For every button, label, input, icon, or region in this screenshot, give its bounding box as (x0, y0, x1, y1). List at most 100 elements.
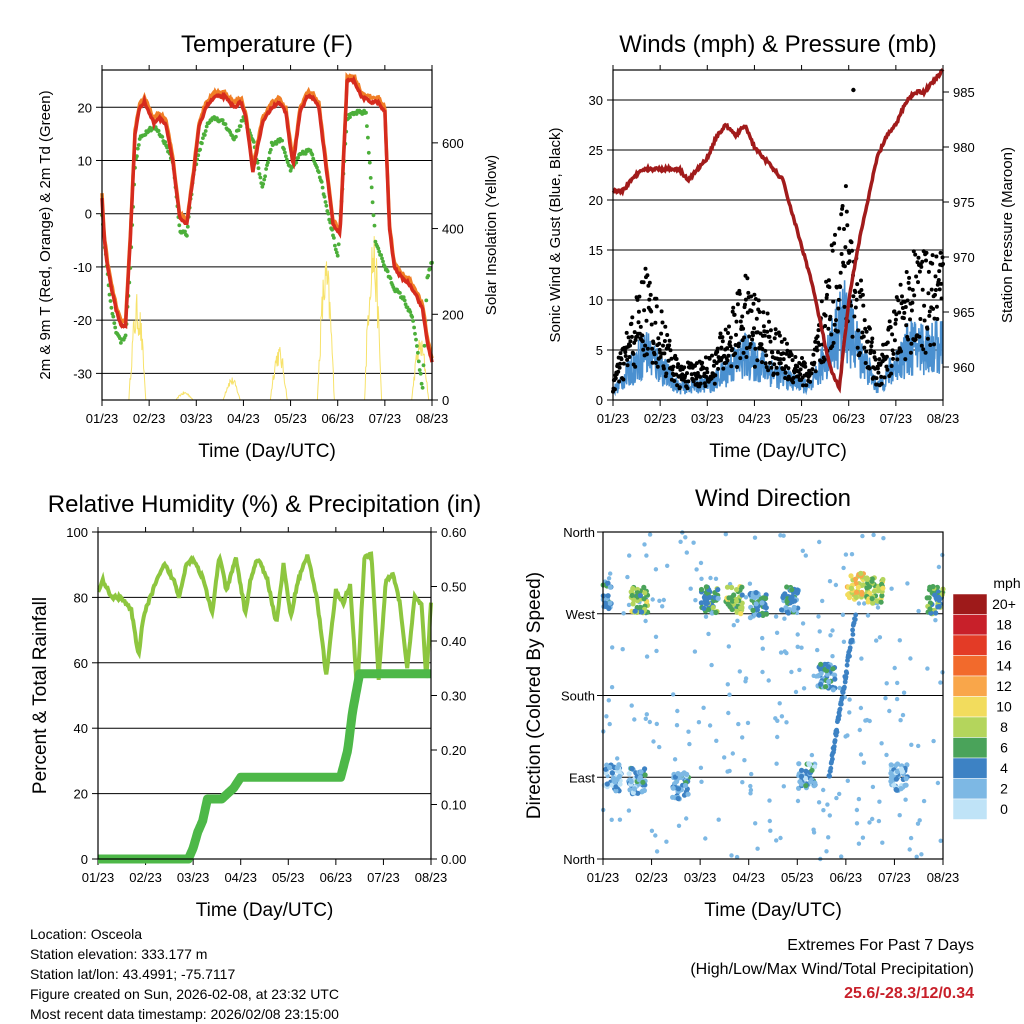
direction-point (848, 573, 854, 579)
direction-point (696, 720, 702, 725)
gust-point (738, 319, 743, 324)
direction-point (664, 839, 669, 844)
gust-point (903, 305, 908, 309)
gust-point (907, 275, 912, 280)
dewpoint-point (119, 341, 123, 345)
dewpoint-point (160, 135, 165, 139)
sonic-wind-series (612, 280, 944, 397)
direction-point (641, 787, 648, 794)
x-tick-label-4: 03/23 (684, 870, 717, 885)
direction-point (857, 727, 862, 733)
direction-point (762, 604, 768, 610)
gust-point (613, 376, 618, 381)
gust-point (727, 324, 731, 329)
gust-point (923, 350, 928, 355)
y-tick-label-3: 80 (74, 590, 88, 605)
gust-point (867, 366, 872, 371)
gust-point (845, 223, 850, 228)
dewpoint-point (236, 128, 241, 133)
gust-point (765, 311, 770, 316)
gust-point (711, 363, 716, 368)
direction-point (607, 600, 613, 606)
x-tick-label-2: 02/23 (644, 411, 677, 426)
dewpoint-point (369, 185, 374, 190)
direction-point (847, 653, 852, 659)
gust-point (803, 364, 808, 369)
direction-point (773, 614, 779, 619)
dewpoint-point (185, 233, 189, 238)
x-tick-label-4: 02/23 (635, 870, 668, 885)
direction-point (874, 638, 879, 643)
dewpoint-point (112, 321, 117, 325)
direction-point (760, 646, 765, 651)
gust-point (884, 354, 889, 359)
direction-point (909, 742, 914, 747)
dewpoint-point (418, 371, 423, 376)
direction-point (654, 648, 659, 654)
direction-point (782, 616, 787, 621)
direction-point (799, 767, 805, 774)
gust-point (631, 351, 636, 356)
direction-point (798, 781, 805, 787)
gust-point (747, 334, 752, 339)
gust-point (659, 309, 664, 314)
y-tick-label-2: 5 (596, 343, 603, 358)
solar-series (175, 391, 194, 401)
direction-point (825, 664, 832, 670)
gust-point (738, 356, 743, 361)
direction-point (644, 712, 649, 717)
gust-point (791, 375, 796, 380)
direction-point (925, 666, 930, 671)
direction-point (871, 588, 877, 594)
direction-point (698, 586, 705, 593)
gust-point (617, 365, 622, 370)
gust-point (879, 374, 884, 379)
y-tick-label-4: West (566, 607, 596, 622)
gust-point (889, 371, 894, 376)
solar-series (269, 347, 288, 401)
gust-point (778, 357, 783, 362)
y-tick-label-3: 0 (81, 852, 88, 867)
gust-point (764, 365, 769, 370)
direction-point (740, 735, 745, 740)
y-tick-label-1: 10 (78, 153, 92, 168)
x-tick-label-4: 04/23 (732, 870, 765, 885)
dewpoint-point (113, 325, 118, 330)
direction-point (743, 679, 748, 684)
direction-point (684, 550, 689, 555)
direction-point (812, 780, 818, 786)
gust-point (793, 355, 798, 359)
direction-point (832, 676, 838, 682)
gust-point (629, 321, 634, 326)
direction-point (888, 778, 894, 784)
gust-point (840, 204, 845, 208)
gust-point (734, 332, 738, 337)
gust-point (646, 283, 651, 288)
direction-point (727, 692, 732, 697)
direction-point (830, 756, 835, 762)
direction-point (818, 681, 824, 687)
dewpoint-point (324, 203, 329, 208)
direction-point (880, 840, 885, 845)
direction-point (816, 800, 822, 805)
direction-point (698, 560, 704, 566)
direction-point (647, 719, 652, 725)
dewpoint-point (200, 141, 204, 146)
gust-point (767, 334, 772, 339)
x-tick-label-2: 08/23 (927, 411, 960, 426)
dewpoint-point (185, 224, 190, 229)
gust-point (825, 292, 829, 297)
direction-point (870, 816, 875, 822)
dewpoint-point (322, 194, 327, 199)
direction-point (841, 639, 847, 644)
direction-point (862, 601, 867, 606)
legend-label: 10 (996, 699, 1012, 715)
direction-point (852, 576, 859, 582)
direction-point (808, 779, 814, 785)
direction-point (676, 823, 682, 828)
gust-point (901, 316, 906, 321)
direction-point (777, 701, 782, 706)
gust-point (743, 297, 748, 302)
gust-point (872, 350, 877, 355)
direction-point (767, 818, 772, 824)
